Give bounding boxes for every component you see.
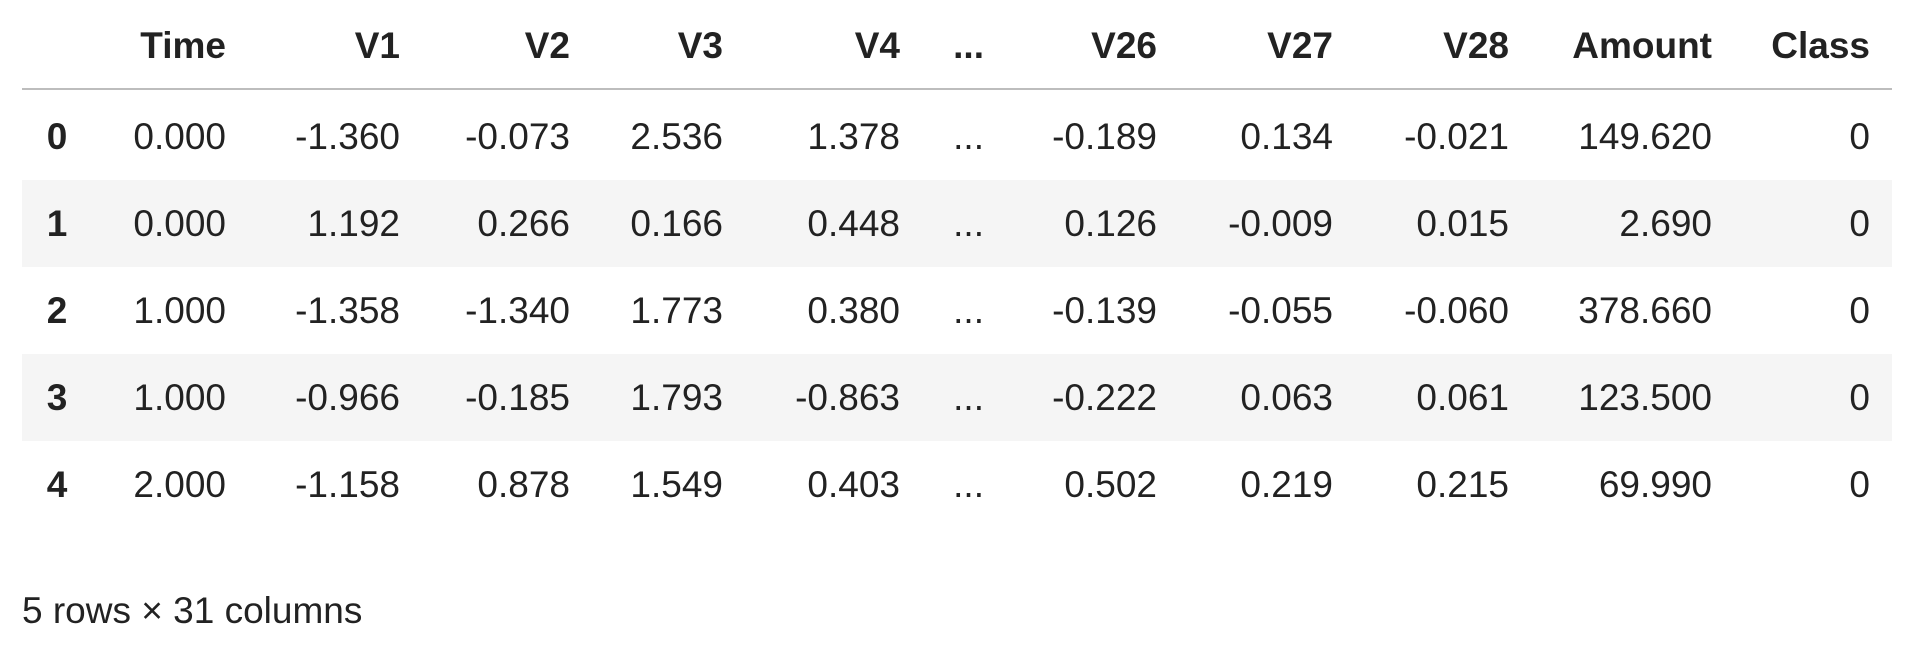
column-header: Amount — [1572, 25, 1712, 66]
table-cell: 0 — [1849, 377, 1870, 418]
table-cell: 69.990 — [1598, 464, 1712, 505]
column-header: Class — [1771, 25, 1870, 66]
row-index: 1 — [46, 203, 68, 244]
column-header: V2 — [524, 25, 570, 66]
column-header: Time — [140, 25, 226, 66]
table-cell: -0.863 — [795, 377, 900, 418]
column-header: ... — [953, 25, 984, 66]
column-header: V1 — [354, 25, 400, 66]
table-cell: -0.009 — [1228, 203, 1333, 244]
table-footer: 5 rows × 31 columns — [22, 590, 363, 631]
column-header: V4 — [854, 25, 900, 66]
row-index: 4 — [46, 464, 68, 505]
column-header: V28 — [1443, 25, 1509, 66]
table-cell: -0.189 — [1052, 116, 1157, 157]
table-cell: 1.192 — [307, 203, 400, 244]
table-cell: ... — [953, 116, 984, 157]
table-cell: -0.139 — [1052, 290, 1157, 331]
table-cell: -0.055 — [1228, 290, 1333, 331]
table-cell: -1.358 — [295, 290, 400, 331]
table-cell: 378.660 — [1578, 290, 1712, 331]
table-cell: 0.215 — [1416, 464, 1509, 505]
row-stripe — [22, 180, 1892, 267]
row-index: 3 — [46, 377, 68, 418]
table-cell: 0.502 — [1064, 464, 1157, 505]
table-cell: ... — [953, 377, 984, 418]
table-cell: -0.021 — [1404, 116, 1509, 157]
table-cell: 1.378 — [807, 116, 900, 157]
table-cell: 0.448 — [807, 203, 900, 244]
table-cell: 0.015 — [1416, 203, 1509, 244]
table-cell: 149.620 — [1578, 116, 1712, 157]
table-cell: -0.060 — [1404, 290, 1509, 331]
table-cell: 0.219 — [1240, 464, 1333, 505]
table-cell: 0 — [1849, 464, 1870, 505]
table-cell: 0.878 — [477, 464, 570, 505]
header-rule — [22, 88, 1892, 90]
table-cell: ... — [953, 290, 984, 331]
table-cell: 2.536 — [630, 116, 723, 157]
table-cell: ... — [953, 464, 984, 505]
table-cell: -0.966 — [295, 377, 400, 418]
table-cell: 123.500 — [1578, 377, 1712, 418]
table-cell: 0.380 — [807, 290, 900, 331]
table-cell: 0 — [1849, 203, 1870, 244]
table-cell: 0.266 — [477, 203, 570, 244]
table-cell: 0.134 — [1240, 116, 1333, 157]
column-header: V26 — [1091, 25, 1157, 66]
table-cell: 0 — [1849, 290, 1870, 331]
table-cell: -1.158 — [295, 464, 400, 505]
column-header: V27 — [1267, 25, 1333, 66]
table-cell: 0.126 — [1064, 203, 1157, 244]
table-cell: 1.000 — [133, 377, 226, 418]
table-cell: -1.340 — [465, 290, 570, 331]
table-cell: 0.063 — [1240, 377, 1333, 418]
table-cell: -0.185 — [465, 377, 570, 418]
row-index: 2 — [46, 290, 68, 331]
table-cell: 1.000 — [133, 290, 226, 331]
table-cell: 0.403 — [807, 464, 900, 505]
table-cell: 0 — [1849, 116, 1870, 157]
row-index: 0 — [46, 116, 68, 157]
row-stripe — [22, 354, 1892, 441]
table-cell: 0.000 — [133, 203, 226, 244]
table-cell: ... — [953, 203, 984, 244]
table-cell: 1.793 — [630, 377, 723, 418]
table-cell: 1.773 — [630, 290, 723, 331]
table-cell: 1.549 — [630, 464, 723, 505]
table-cell: 2.690 — [1619, 203, 1712, 244]
table-cell: -0.222 — [1052, 377, 1157, 418]
table-cell: 2.000 — [133, 464, 226, 505]
table-cell: 0.061 — [1416, 377, 1509, 418]
table-cell: -0.073 — [465, 116, 570, 157]
column-header: V3 — [677, 25, 723, 66]
table-cell: 0.000 — [133, 116, 226, 157]
table-cell: 0.166 — [630, 203, 723, 244]
table-cell: -1.360 — [295, 116, 400, 157]
